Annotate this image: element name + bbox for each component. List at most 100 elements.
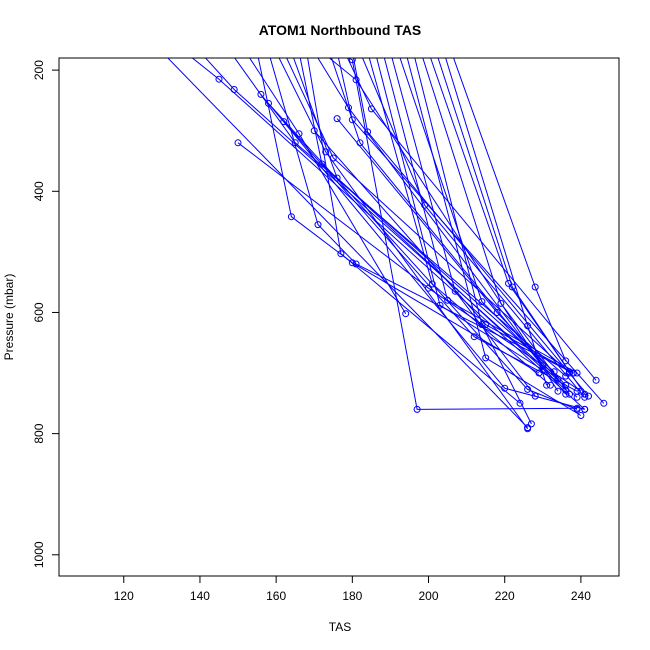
- data-point: [573, 405, 581, 413]
- data-point: [322, 148, 330, 156]
- data-point: [352, 76, 360, 84]
- series-line: [347, 58, 597, 381]
- data-point: [501, 384, 509, 392]
- data-point: [310, 127, 318, 135]
- series-line: [383, 58, 578, 374]
- data-point: [295, 130, 303, 138]
- data-point: [287, 213, 295, 221]
- data-point: [425, 284, 432, 292]
- data-point: [318, 160, 326, 168]
- data-point: [436, 301, 444, 309]
- y-tick-label: 400: [32, 181, 46, 201]
- series-line: [237, 142, 582, 392]
- data-point: [531, 392, 539, 400]
- data-point: [478, 321, 486, 329]
- x-tick-label: 120: [114, 589, 134, 603]
- plot-points: [215, 58, 608, 433]
- series-line: [313, 130, 574, 374]
- data-point: [562, 357, 570, 365]
- data-point: [543, 381, 551, 389]
- data-point: [230, 86, 238, 93]
- series-line: [278, 58, 529, 430]
- data-point: [329, 154, 337, 162]
- data-point: [573, 387, 581, 395]
- data-point: [516, 399, 524, 407]
- data-point: [356, 139, 364, 147]
- y-tick-label: 800: [32, 423, 46, 443]
- data-point: [581, 405, 589, 413]
- data-point: [569, 369, 577, 377]
- series-line: [422, 58, 570, 395]
- data-point: [554, 387, 562, 395]
- data-point: [493, 309, 501, 316]
- series-line: [260, 94, 585, 410]
- data-point: [291, 139, 299, 147]
- data-point: [348, 259, 356, 267]
- data-point: [497, 299, 505, 307]
- y-axis-label: Pressure (mbar): [2, 274, 16, 361]
- x-tick-label: 220: [495, 589, 515, 603]
- x-tick-label: 180: [342, 589, 362, 603]
- data-point: [470, 333, 478, 341]
- data-point: [367, 105, 375, 113]
- data-point: [562, 381, 570, 389]
- plot-lines: [167, 58, 605, 430]
- data-point: [566, 368, 573, 376]
- data-point: [539, 362, 547, 370]
- x-tick-label: 240: [571, 589, 591, 603]
- series-line: [406, 58, 582, 416]
- data-point: [505, 279, 512, 287]
- x-tick-label: 200: [419, 589, 439, 603]
- data-point: [573, 369, 581, 377]
- data-point: [257, 90, 265, 98]
- y-tick-label: 200: [32, 60, 46, 80]
- data-point: [482, 354, 490, 362]
- y-tick-label: 600: [32, 302, 46, 322]
- series-line: [336, 118, 567, 386]
- series-line: [286, 58, 570, 374]
- chart-title: ATOM1 Northbound TAS: [259, 22, 422, 38]
- data-point: [554, 375, 562, 383]
- data-point: [234, 139, 242, 147]
- series-line: [399, 58, 559, 380]
- data-point: [402, 310, 410, 318]
- data-point: [215, 75, 223, 83]
- y-axis: 200 400 600 800 1000: [32, 60, 60, 568]
- data-point: [348, 116, 356, 124]
- data-point: [577, 412, 585, 419]
- series-line: [346, 58, 578, 410]
- data-point: [524, 385, 532, 393]
- x-tick-label: 160: [266, 589, 286, 603]
- data-point: [314, 221, 322, 229]
- series-line: [269, 58, 574, 374]
- data-point: [531, 283, 539, 291]
- series-line: [453, 58, 567, 362]
- data-point: [546, 381, 554, 389]
- x-tick-label: 140: [190, 589, 210, 603]
- series-line: [307, 58, 521, 404]
- data-point: [348, 58, 356, 64]
- data-point: [539, 366, 547, 374]
- data-point: [527, 420, 535, 428]
- data-point: [562, 390, 570, 398]
- data-point: [581, 393, 589, 401]
- series-line: [268, 103, 578, 410]
- data-point: [451, 287, 459, 295]
- data-point: [508, 283, 516, 291]
- data-point: [577, 387, 585, 395]
- data-point: [566, 390, 573, 398]
- data-point: [333, 174, 341, 182]
- data-point: [482, 321, 490, 329]
- data-point: [600, 399, 608, 407]
- x-axis: 120 140 160 180 200 220 240: [114, 575, 591, 603]
- series-line: [167, 58, 528, 428]
- series-line: [376, 58, 544, 371]
- series-line: [391, 58, 536, 397]
- data-point: [352, 260, 360, 268]
- data-point: [550, 368, 558, 376]
- series-line: [352, 58, 589, 397]
- data-point: [413, 405, 421, 413]
- data-point: [421, 201, 429, 209]
- data-point: [337, 250, 345, 258]
